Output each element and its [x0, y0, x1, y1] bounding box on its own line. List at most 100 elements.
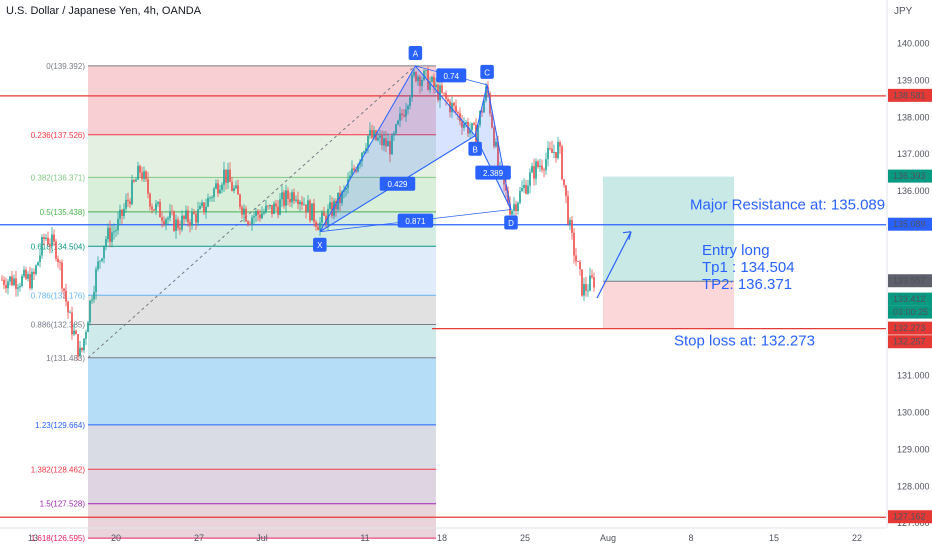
- candle: [555, 152, 557, 159]
- projection-arrow[interactable]: [596, 231, 632, 299]
- fib-level-label: 1.382(128.462): [31, 465, 86, 474]
- candle: [97, 261, 99, 270]
- candle: [125, 199, 127, 209]
- candle: [515, 204, 517, 212]
- candle: [175, 219, 177, 231]
- candle: [205, 206, 207, 213]
- candle: [19, 285, 21, 288]
- candle: [567, 196, 569, 225]
- candle: [373, 130, 375, 138]
- fib-level-label: 0.786(133.176): [31, 291, 86, 300]
- candle: [151, 206, 153, 210]
- candle: [551, 148, 553, 153]
- candle: [383, 138, 385, 146]
- candle: [13, 278, 15, 286]
- price-label-text: 132.273: [893, 323, 926, 333]
- candle: [221, 184, 223, 190]
- pattern-point-a: A: [413, 50, 419, 59]
- fib-level-label: 0.236(137.526): [31, 131, 86, 140]
- candle: [535, 161, 537, 179]
- candle: [55, 241, 57, 259]
- candle: [285, 190, 287, 206]
- harmonic-pattern[interactable]: X A B C D 0.74 0.429 2.389 0.871: [313, 46, 632, 299]
- stop-annotation: Stop loss at: 132.273: [674, 333, 815, 350]
- candle: [5, 284, 7, 289]
- candle: [259, 214, 261, 219]
- candle: [61, 262, 63, 289]
- candle: [589, 275, 591, 291]
- candle: [587, 290, 589, 292]
- candle: [511, 210, 513, 215]
- candle: [85, 332, 87, 339]
- position-target-zone[interactable]: [603, 176, 734, 282]
- candle: [369, 129, 371, 136]
- pattern-ratio-xb: 0.429: [387, 180, 408, 189]
- candle: [15, 278, 17, 289]
- candle: [241, 207, 243, 215]
- candle: [263, 212, 265, 214]
- time-tick: 20: [111, 533, 121, 543]
- candle: [319, 222, 321, 231]
- candle: [341, 191, 343, 204]
- candle: [299, 201, 301, 205]
- candle: [57, 258, 59, 263]
- candle: [405, 109, 407, 117]
- candle: [45, 237, 47, 239]
- candle: [441, 85, 443, 93]
- candle: [315, 221, 317, 227]
- candle: [381, 135, 383, 146]
- price-label-text: 133.412: [893, 294, 926, 304]
- candle: [225, 169, 227, 183]
- candle: [303, 204, 305, 206]
- candle: [107, 227, 109, 240]
- fib-zone: [88, 324, 436, 358]
- time-tick: 11: [360, 533, 369, 543]
- price-axis[interactable]: 127.000128.000129.000130.000131.000136.0…: [886, 0, 932, 528]
- candle: [127, 199, 129, 202]
- candle: [443, 92, 445, 94]
- candle: [425, 69, 427, 71]
- candle: [311, 203, 313, 221]
- pattern-ratio-xb-bg: [379, 176, 416, 191]
- candle: [323, 212, 325, 216]
- candle: [255, 211, 257, 216]
- candle: [317, 226, 319, 231]
- candle: [71, 312, 73, 335]
- candle: [89, 300, 91, 323]
- candle: [557, 142, 559, 159]
- candle: [29, 274, 31, 289]
- fib-zone: [88, 357, 436, 425]
- candle: [419, 76, 421, 86]
- candle: [267, 205, 269, 207]
- candle: [541, 165, 543, 170]
- candle: [527, 185, 529, 194]
- time-axis[interactable]: 13 20 27 Jul 11 18 25 Aug 8 15 22: [0, 527, 886, 543]
- candle: [145, 171, 147, 180]
- time-tick: Aug: [600, 533, 616, 543]
- time-tick: 27: [194, 533, 204, 543]
- candle: [53, 234, 55, 242]
- candle: [335, 200, 337, 210]
- candle: [287, 190, 289, 199]
- candle: [451, 102, 453, 113]
- position-stop-zone[interactable]: [603, 281, 734, 329]
- candle: [177, 219, 179, 229]
- candle: [167, 217, 169, 220]
- pattern-ratio-xd: 0.871: [405, 217, 426, 226]
- candle: [591, 275, 593, 278]
- candle: [81, 347, 83, 351]
- candle: [397, 120, 399, 125]
- candle: [247, 221, 249, 224]
- price-tick: 138.000: [897, 112, 930, 122]
- long-position-tool[interactable]: [603, 176, 734, 329]
- candle: [585, 284, 587, 291]
- candle: [391, 135, 393, 155]
- candle: [577, 261, 579, 262]
- fib-level-label: 1.5(127.528): [40, 500, 86, 509]
- candle: [345, 187, 347, 190]
- candle: [1, 279, 3, 281]
- candle: [439, 85, 441, 101]
- candle: [357, 164, 359, 172]
- candle: [115, 230, 117, 232]
